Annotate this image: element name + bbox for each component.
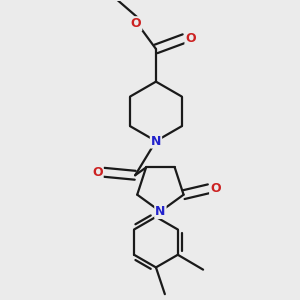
Text: O: O [92, 166, 103, 179]
Text: O: O [131, 17, 141, 30]
Text: N: N [151, 135, 161, 148]
Text: N: N [155, 205, 166, 218]
Text: O: O [210, 182, 221, 195]
Text: O: O [185, 32, 196, 45]
